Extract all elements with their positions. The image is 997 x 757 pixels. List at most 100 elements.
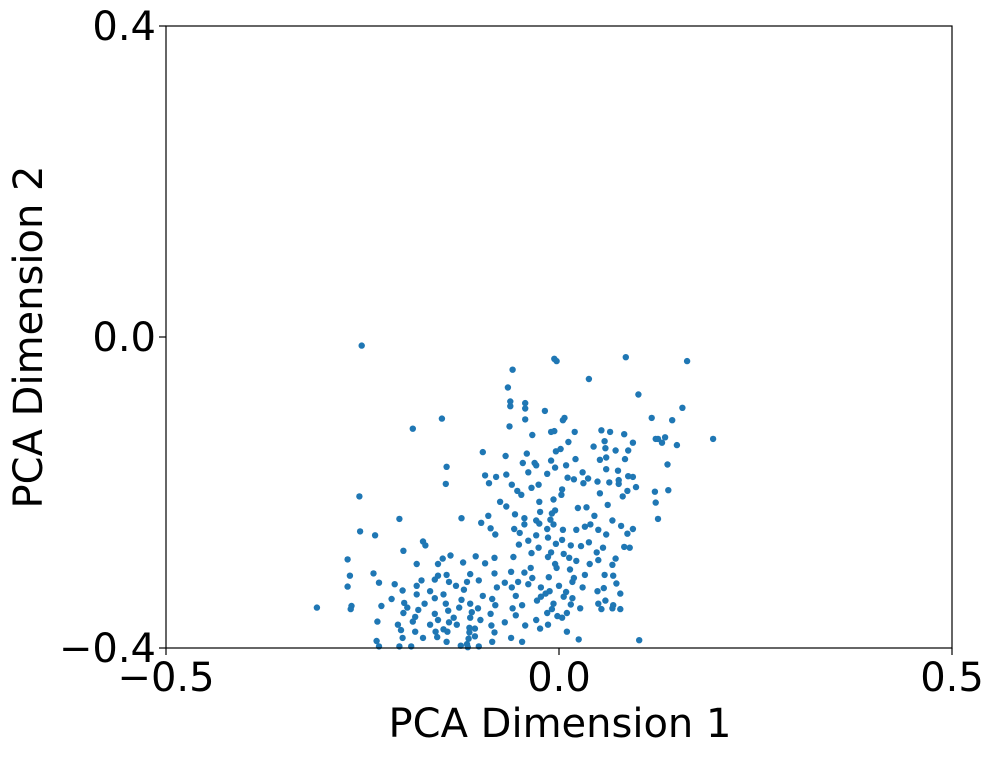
data-point xyxy=(501,619,508,626)
data-point xyxy=(518,638,526,645)
data-point xyxy=(683,357,691,365)
data-point xyxy=(413,591,420,598)
y-tick-label: 0.0 xyxy=(92,315,156,361)
data-point xyxy=(481,560,489,567)
data-point xyxy=(591,512,598,519)
data-point xyxy=(503,471,510,478)
data-point xyxy=(481,472,489,479)
data-point xyxy=(399,587,406,594)
data-point xyxy=(507,398,514,405)
data-point xyxy=(391,581,398,588)
data-point xyxy=(612,447,619,454)
data-point xyxy=(544,534,552,541)
data-point xyxy=(467,614,474,621)
data-point xyxy=(617,605,624,613)
data-point xyxy=(370,570,377,577)
data-point xyxy=(464,644,471,651)
data-point xyxy=(570,476,578,483)
data-point xyxy=(507,403,514,410)
data-point xyxy=(544,621,552,628)
data-point xyxy=(426,621,434,628)
data-point xyxy=(477,616,484,624)
data-point xyxy=(664,461,671,468)
data-point xyxy=(504,384,512,391)
data-point xyxy=(313,604,321,611)
data-point xyxy=(562,588,570,596)
x-tick-label: −0.5 xyxy=(117,655,214,701)
data-point xyxy=(396,515,403,523)
data-point xyxy=(624,487,631,495)
data-point xyxy=(529,431,536,439)
y-axis-label: PCA Dimension 2 xyxy=(6,166,52,509)
data-point xyxy=(496,498,504,505)
data-point xyxy=(625,447,632,454)
data-point xyxy=(491,570,498,577)
data-point xyxy=(598,605,605,613)
data-point xyxy=(665,487,672,494)
data-point xyxy=(503,503,510,510)
x-tick-label: 0.0 xyxy=(527,655,591,701)
data-point xyxy=(584,475,592,482)
data-point xyxy=(394,621,402,628)
data-point xyxy=(511,511,519,518)
data-point xyxy=(669,417,676,424)
data-point xyxy=(606,479,613,486)
data-point xyxy=(601,438,608,445)
data-point xyxy=(629,525,637,533)
data-point xyxy=(525,469,532,476)
data-point xyxy=(491,629,498,636)
data-point xyxy=(595,556,602,564)
data-point xyxy=(434,633,441,641)
data-point xyxy=(595,526,602,533)
data-point xyxy=(431,610,438,617)
data-point xyxy=(447,552,454,559)
data-point xyxy=(453,621,460,628)
data-point xyxy=(558,486,566,493)
data-point xyxy=(378,602,385,610)
data-point xyxy=(613,580,620,587)
data-point xyxy=(463,578,471,586)
data-point xyxy=(440,591,447,598)
data-point xyxy=(375,579,383,586)
data-point xyxy=(596,456,604,463)
data-point xyxy=(547,549,555,556)
data-point xyxy=(527,564,534,572)
data-point xyxy=(443,463,450,470)
data-point xyxy=(472,553,479,560)
data-point xyxy=(400,547,407,554)
data-point xyxy=(457,642,464,649)
data-point xyxy=(610,572,617,579)
data-point xyxy=(609,605,616,612)
data-point xyxy=(553,564,560,572)
data-point xyxy=(374,618,381,625)
data-point xyxy=(399,634,406,642)
data-point xyxy=(601,571,608,579)
data-point xyxy=(525,537,532,544)
data-point xyxy=(358,342,365,349)
data-point xyxy=(485,512,492,519)
data-point xyxy=(619,493,626,500)
data-point xyxy=(599,544,607,551)
data-point xyxy=(489,595,496,603)
data-point xyxy=(466,624,473,631)
data-point xyxy=(606,428,614,436)
data-point xyxy=(575,636,582,643)
data-point xyxy=(581,571,589,579)
data-point xyxy=(487,610,494,617)
data-point xyxy=(522,405,529,412)
data-point xyxy=(533,532,540,539)
data-point xyxy=(488,622,495,629)
data-point xyxy=(609,561,616,568)
data-point xyxy=(595,600,602,607)
data-point xyxy=(491,554,498,561)
data-point xyxy=(536,520,543,527)
data-point xyxy=(603,466,610,473)
data-point xyxy=(487,525,494,532)
data-point xyxy=(419,634,427,642)
data-point xyxy=(586,560,593,568)
data-point xyxy=(442,480,449,488)
data-point xyxy=(375,643,383,650)
data-point xyxy=(479,448,486,456)
data-point xyxy=(569,578,576,586)
data-point xyxy=(550,600,557,607)
